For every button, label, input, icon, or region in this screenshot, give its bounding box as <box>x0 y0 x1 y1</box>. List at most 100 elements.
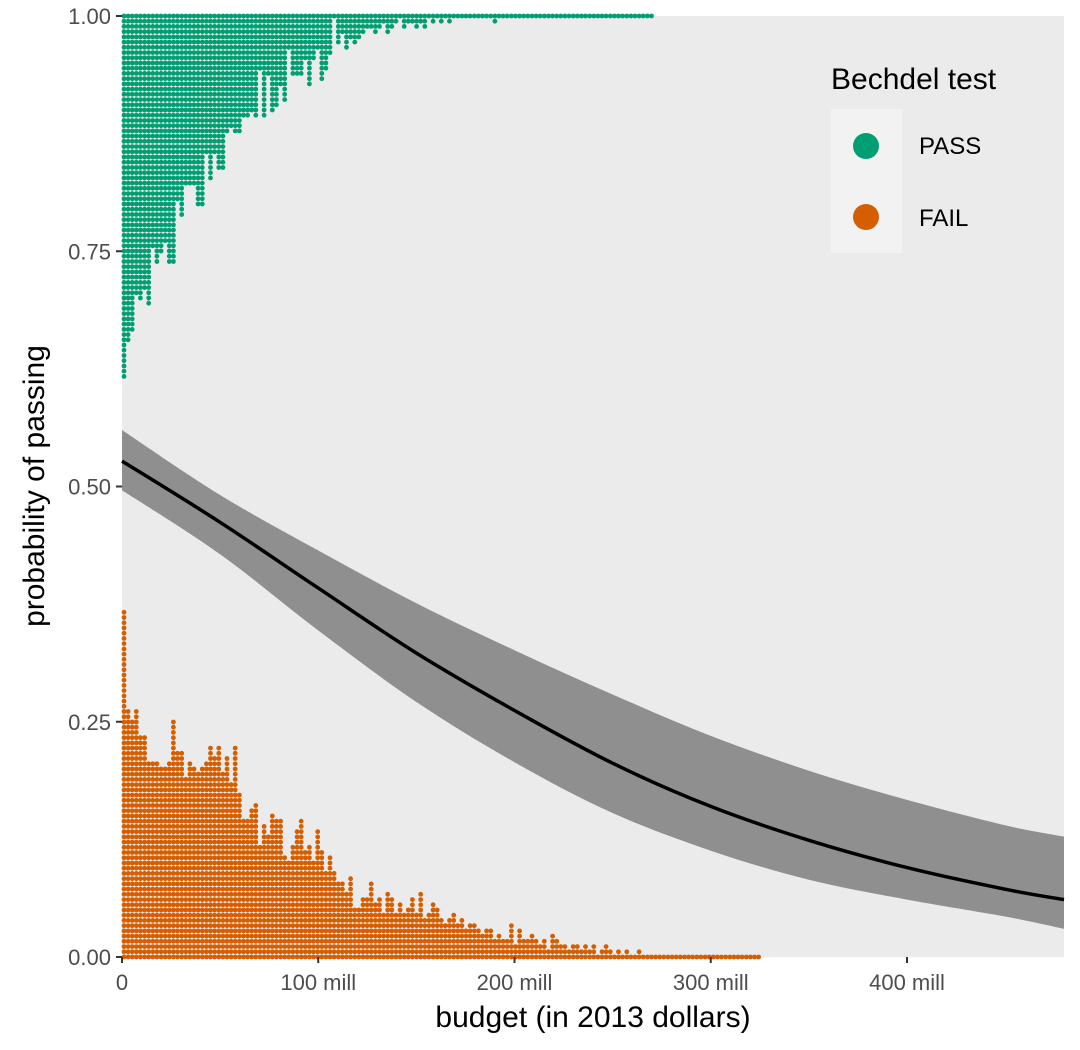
dot-pass <box>154 107 160 113</box>
dot-fail <box>142 834 148 840</box>
dot-fail <box>220 865 226 871</box>
dot-fail <box>447 928 452 934</box>
dot-fail <box>195 860 201 866</box>
dot-fail <box>377 938 382 944</box>
dot-pass <box>154 212 160 217</box>
dot-pass <box>224 65 230 71</box>
dot-fail <box>162 834 168 840</box>
dot-fail <box>212 871 218 876</box>
dot-fail <box>504 938 510 944</box>
dot-fail <box>166 818 172 824</box>
dot-fail <box>455 949 461 955</box>
dot-fail <box>216 834 222 840</box>
dot-fail <box>245 876 251 882</box>
dot-fail <box>245 928 251 934</box>
dot-pass <box>307 81 312 87</box>
dot-fail <box>269 844 275 850</box>
dot-pass <box>133 175 139 181</box>
dot-fail <box>162 954 168 960</box>
dot-fail <box>352 912 358 918</box>
dot-fail <box>154 923 160 929</box>
dot-fail <box>158 918 164 923</box>
dot-pass <box>121 71 127 76</box>
dot-pass <box>121 44 127 50</box>
dot-pass <box>162 206 168 212</box>
dot-fail <box>138 902 143 908</box>
dot-pass <box>121 13 127 19</box>
dot-fail <box>224 907 230 913</box>
dot-fail <box>121 808 127 814</box>
dot-pass <box>121 353 127 358</box>
dot-pass <box>269 44 275 50</box>
dot-fail <box>204 871 209 876</box>
dot-fail <box>504 954 510 960</box>
dot-pass <box>133 232 139 238</box>
dot-fail <box>257 865 263 871</box>
dot-fail <box>166 933 172 939</box>
dot-fail <box>138 949 143 955</box>
dot-pass <box>187 39 193 45</box>
dot-fail <box>752 954 757 960</box>
dot-pass <box>319 71 325 76</box>
dot-fail <box>307 881 312 887</box>
dot-fail <box>129 787 135 793</box>
dot-fail <box>298 928 304 934</box>
dot-pass <box>162 81 168 87</box>
dot-pass <box>138 264 143 270</box>
dot-fail <box>278 923 283 929</box>
dot-pass <box>274 34 279 40</box>
dot-fail <box>158 865 164 871</box>
dot-fail <box>426 912 432 918</box>
dot-fail <box>269 933 275 939</box>
dot-pass <box>393 18 399 24</box>
dot-pass <box>199 39 205 45</box>
dot-pass <box>150 97 156 102</box>
dot-fail <box>311 860 316 866</box>
dot-pass <box>265 24 271 29</box>
dot-fail <box>166 871 172 876</box>
dot-pass <box>199 76 205 82</box>
dot-pass <box>138 248 143 254</box>
dot-fail <box>208 844 213 850</box>
dot-pass <box>133 60 139 66</box>
dot-pass <box>290 34 296 40</box>
dot-fail <box>385 928 391 934</box>
dot-pass <box>171 118 176 123</box>
dot-fail <box>344 897 349 902</box>
dot-fail <box>331 871 337 876</box>
dot-fail <box>352 923 358 929</box>
dot-pass <box>237 102 242 108</box>
dot-fail <box>302 860 308 866</box>
dot-fail <box>146 803 152 808</box>
dot-fail <box>171 949 176 955</box>
dot-pass <box>146 13 152 19</box>
dot-fail <box>129 871 135 876</box>
dot-pass <box>204 107 209 113</box>
dot-pass <box>595 13 601 19</box>
dot-pass <box>228 65 234 71</box>
dot-fail <box>517 933 522 939</box>
dot-pass <box>323 65 329 71</box>
dot-pass <box>171 55 176 61</box>
dot-fail <box>319 855 325 861</box>
dot-fail <box>187 923 193 929</box>
dot-pass <box>307 34 312 40</box>
dot-fail <box>274 865 279 871</box>
dot-fail <box>220 824 226 829</box>
dot-fail <box>335 907 341 913</box>
dot-fail <box>187 871 193 876</box>
dot-pass <box>133 149 139 155</box>
dot-fail <box>249 891 255 897</box>
dot-fail <box>278 818 283 824</box>
dot-fail <box>162 829 168 835</box>
dot-pass <box>162 102 168 108</box>
dot-fail <box>142 850 148 855</box>
dot-pass <box>368 13 374 19</box>
dot-pass <box>129 311 135 317</box>
dot-fail <box>204 818 209 824</box>
dot-fail <box>434 918 440 923</box>
dot-fail <box>121 928 127 934</box>
dot-fail <box>265 891 271 897</box>
dot-pass <box>212 55 218 61</box>
dot-pass <box>286 13 292 19</box>
